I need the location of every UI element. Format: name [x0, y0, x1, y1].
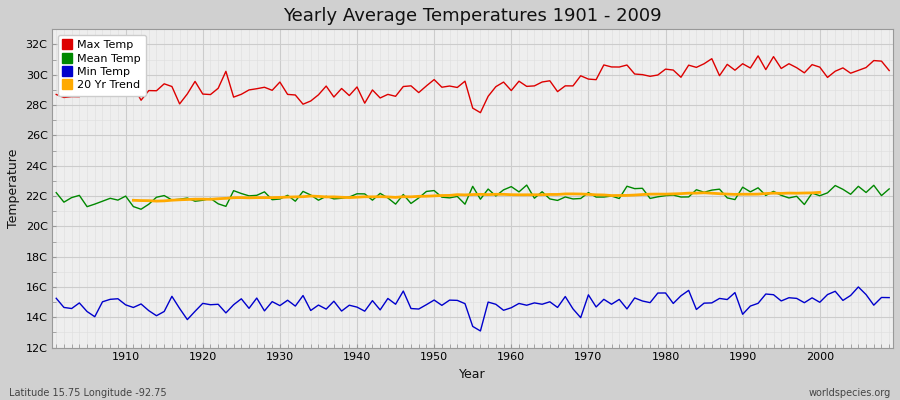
Y-axis label: Temperature: Temperature	[7, 149, 20, 228]
Text: worldspecies.org: worldspecies.org	[809, 388, 891, 398]
Title: Yearly Average Temperatures 1901 - 2009: Yearly Average Temperatures 1901 - 2009	[284, 7, 662, 25]
X-axis label: Year: Year	[459, 368, 486, 381]
Text: Latitude 15.75 Longitude -92.75: Latitude 15.75 Longitude -92.75	[9, 388, 166, 398]
Legend: Max Temp, Mean Temp, Min Temp, 20 Yr Trend: Max Temp, Mean Temp, Min Temp, 20 Yr Tre…	[58, 35, 146, 96]
